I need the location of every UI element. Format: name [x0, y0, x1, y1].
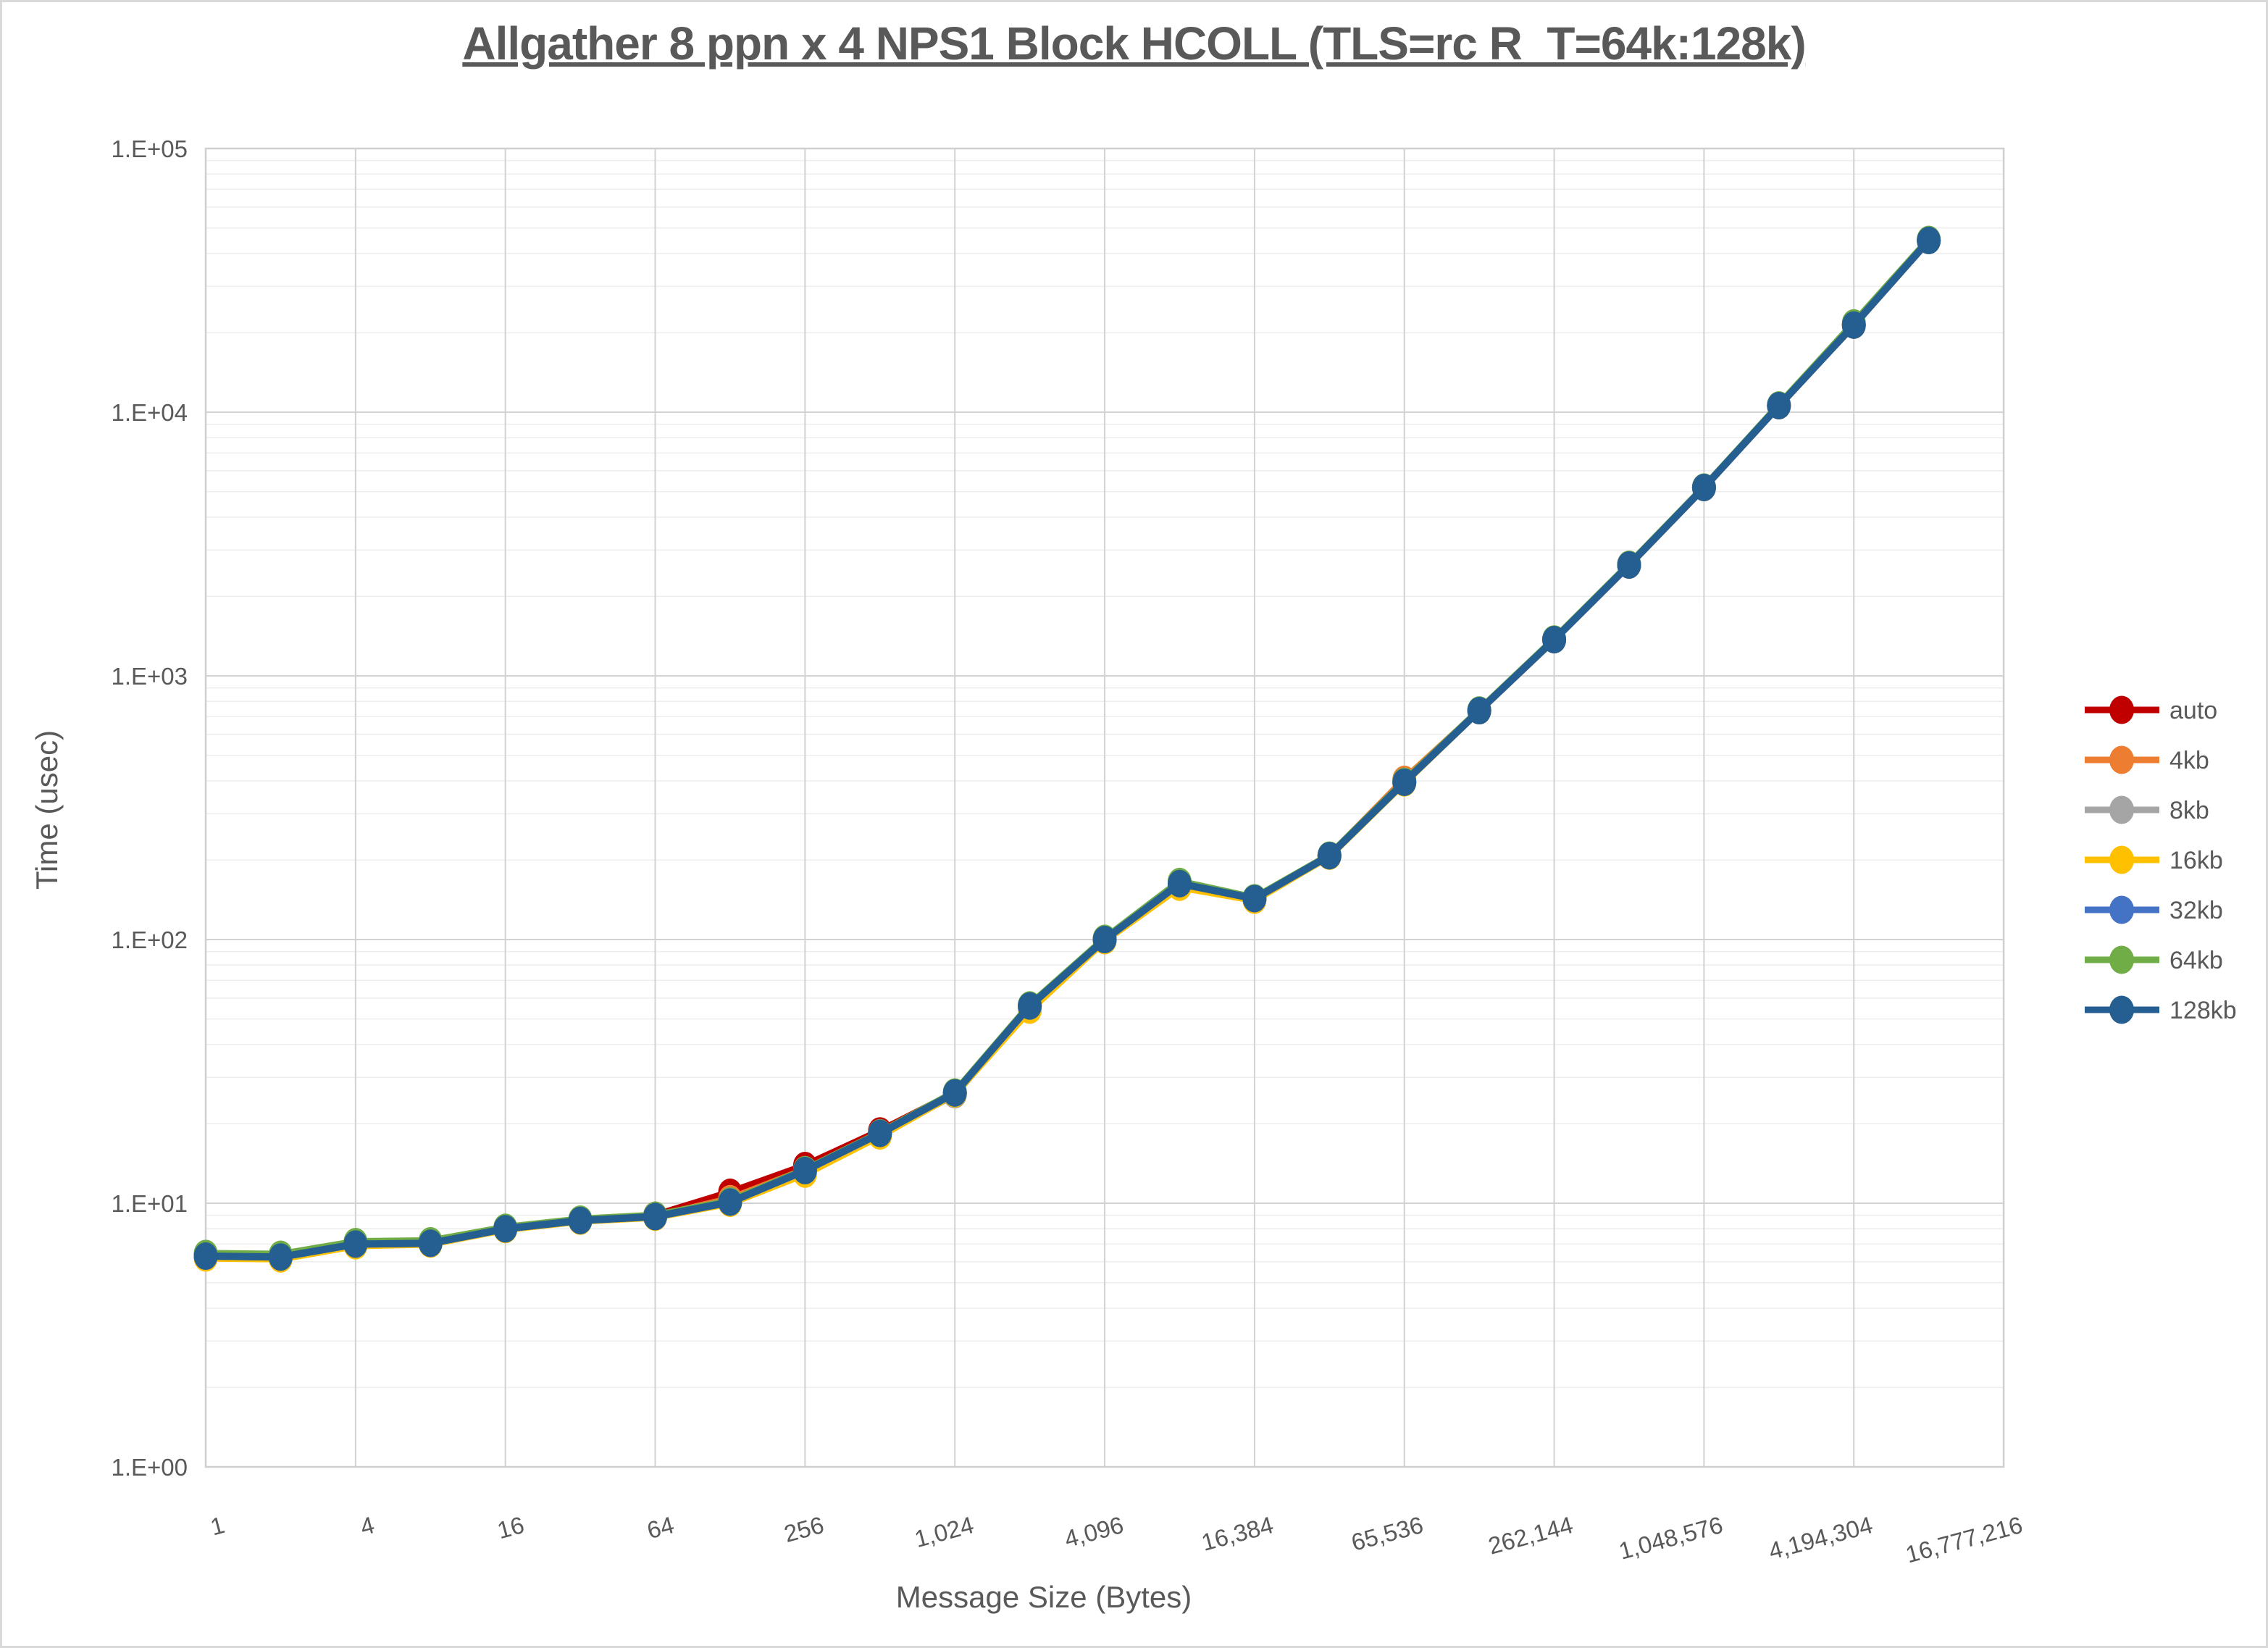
legend-marker-32kb: [2109, 895, 2134, 924]
legend-label-auto: auto: [2169, 697, 2217, 724]
x-tick-label: 16: [494, 1511, 527, 1544]
y-tick-label: 1.E+01: [111, 1190, 188, 1217]
series-marker-128kb: [1542, 626, 1567, 654]
series-marker-128kb: [268, 1243, 293, 1271]
legend-item-4kb: 4kb: [2085, 745, 2209, 774]
legend-marker-64kb: [2109, 945, 2134, 974]
x-tick-label: 262,144: [1486, 1511, 1576, 1560]
series-line-64kb: [202, 235, 1933, 1258]
x-tick-label: 256: [781, 1511, 827, 1547]
series-marker-128kb: [868, 1119, 892, 1147]
series-line-auto: [202, 236, 1933, 1261]
y-tick-label: 1.E+02: [111, 927, 188, 953]
legend-item-8kb: 8kb: [2085, 795, 2209, 824]
legend-marker-128kb: [2109, 995, 2134, 1024]
series-marker-128kb: [718, 1188, 742, 1216]
x-tick-label: 4: [357, 1511, 377, 1540]
legend-label-32kb: 32kb: [2169, 897, 2223, 924]
y-tick-label: 1.E+04: [111, 399, 188, 426]
legend-item-16kb: 16kb: [2085, 845, 2223, 874]
legend-item-auto: auto: [2085, 695, 2217, 724]
y-tick-label: 1.E+00: [111, 1454, 188, 1481]
legend-label-128kb: 128kb: [2169, 997, 2237, 1024]
x-tick-label: 4,096: [1061, 1511, 1126, 1552]
series-marker-128kb: [1242, 884, 1267, 913]
series-marker-128kb: [1841, 311, 1866, 339]
series-line-4kb: [202, 236, 1933, 1261]
legend-item-32kb: 32kb: [2085, 895, 2223, 924]
legend-marker-auto: [2109, 695, 2134, 724]
x-tick-label: 1,024: [912, 1511, 976, 1552]
series-line-32kb: [202, 236, 1933, 1261]
series-marker-128kb: [568, 1206, 593, 1234]
x-tick-label: 16,777,216: [1903, 1511, 2025, 1568]
series-marker-128kb: [643, 1202, 668, 1231]
series-marker-128kb: [1767, 391, 1791, 419]
series-marker-128kb: [1617, 551, 1641, 579]
series-line-8kb: [202, 236, 1933, 1261]
chart-title: Allgather 8 ppn x 4 NPS1 Block HCOLL (TL…: [462, 17, 1806, 70]
series-marker-128kb: [792, 1156, 817, 1184]
series-marker-128kb: [942, 1079, 967, 1107]
x-axis-title: Message Size (Bytes): [895, 1580, 1192, 1614]
x-tick-label: 16,384: [1199, 1511, 1276, 1556]
series-marker-128kb: [1691, 473, 1716, 501]
legend-label-64kb: 64kb: [2169, 947, 2223, 974]
series-marker-128kb: [1392, 768, 1417, 796]
x-tick-label: 64: [644, 1511, 677, 1544]
legend-marker-8kb: [2109, 795, 2134, 824]
y-tick-label: 1.E+05: [111, 135, 188, 162]
series-marker-128kb: [343, 1230, 368, 1258]
legend-item-64kb: 64kb: [2085, 945, 2223, 974]
legend-marker-16kb: [2109, 845, 2134, 874]
series-marker-128kb: [1092, 926, 1117, 953]
series-marker-128kb: [1467, 697, 1491, 725]
series-marker-128kb: [1917, 226, 1941, 254]
y-tick-label: 1.E+03: [111, 663, 188, 690]
x-tick-label: 1,048,576: [1616, 1511, 1725, 1565]
series-marker-128kb: [1317, 842, 1342, 870]
plot-border: [204, 147, 2005, 1468]
series-marker-128kb: [1167, 869, 1192, 898]
x-tick-label: 4,194,304: [1766, 1511, 1875, 1565]
x-tick-label: 65,536: [1348, 1511, 1426, 1556]
series-line-16kb: [202, 236, 1933, 1263]
series-marker-128kb: [193, 1242, 218, 1271]
x-tick-label: 1: [208, 1511, 227, 1540]
legend-label-4kb: 4kb: [2169, 747, 2209, 774]
series-marker-128kb: [1018, 992, 1042, 1020]
legend-marker-4kb: [2109, 745, 2134, 774]
legend-label-8kb: 8kb: [2169, 797, 2209, 824]
legend-label-16kb: 16kb: [2169, 847, 2223, 874]
series-marker-128kb: [418, 1229, 443, 1258]
series-marker-128kb: [493, 1215, 518, 1243]
legend-item-128kb: 128kb: [2085, 995, 2237, 1024]
series-line-128kb: [202, 236, 1933, 1261]
